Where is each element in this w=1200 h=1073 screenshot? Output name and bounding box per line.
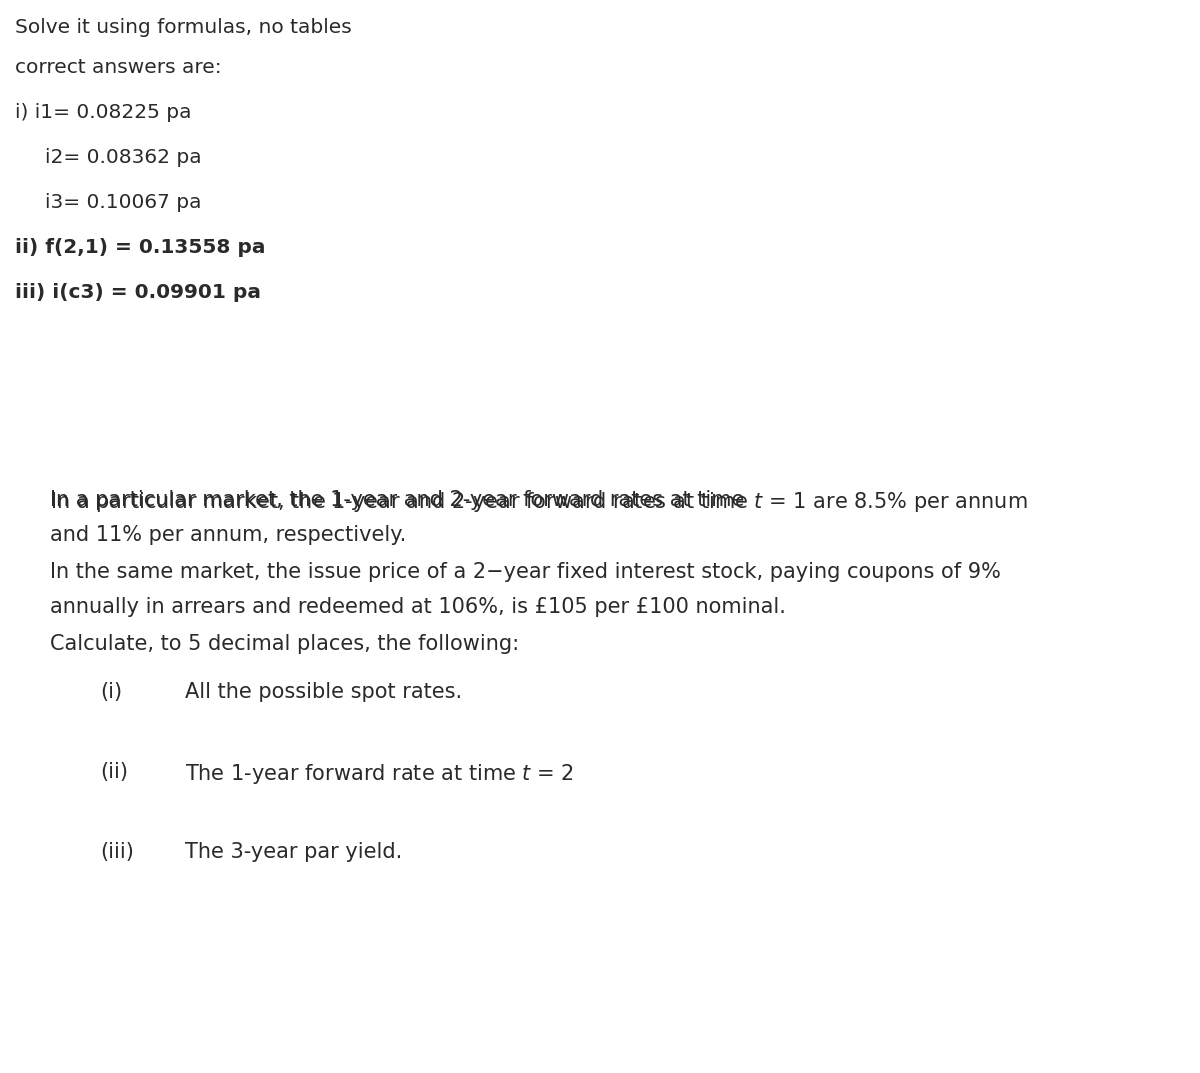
Text: Solve it using formulas, no tables: Solve it using formulas, no tables [14, 18, 352, 36]
Text: ii) f(2,1) = 0.13558 pa: ii) f(2,1) = 0.13558 pa [14, 238, 265, 258]
Text: In a particular market, the 1-year and 2-year forward rates at time t = 1 are 8.: In a particular market, the 1-year and 2… [50, 490, 1024, 510]
Text: All the possible spot rates.: All the possible spot rates. [185, 682, 462, 702]
Text: (iii): (iii) [100, 842, 134, 862]
Text: In a particular market, the 1-year and 2-year forward rates at time $t$ = 1 are : In a particular market, the 1-year and 2… [50, 490, 1027, 514]
Text: In the same market, the issue price of a 2−year fixed interest stock, paying cou: In the same market, the issue price of a… [50, 562, 1001, 582]
Text: correct answers are:: correct answers are: [14, 58, 222, 77]
Text: i2= 0.08362 pa: i2= 0.08362 pa [46, 148, 202, 167]
Text: (i): (i) [100, 682, 122, 702]
Text: i3= 0.10067 pa: i3= 0.10067 pa [46, 193, 202, 212]
Text: annually in arrears and redeemed at 106%, is £105 per £100 nominal.: annually in arrears and redeemed at 106%… [50, 597, 786, 617]
Text: The 1-year forward rate at time $t$ = 2: The 1-year forward rate at time $t$ = 2 [185, 762, 574, 787]
Text: Calculate, to 5 decimal places, the following:: Calculate, to 5 decimal places, the foll… [50, 634, 520, 655]
Text: In a particular market, the 1-year and 2-year forward rates at time: In a particular market, the 1-year and 2… [50, 490, 751, 510]
Text: iii) i(c3) = 0.09901 pa: iii) i(c3) = 0.09901 pa [14, 283, 262, 302]
Text: (ii): (ii) [100, 762, 128, 782]
Text: i) i1= 0.08225 pa: i) i1= 0.08225 pa [14, 103, 192, 122]
Text: The 3-year par yield.: The 3-year par yield. [185, 842, 402, 862]
Text: and 11% per annum, respectively.: and 11% per annum, respectively. [50, 525, 407, 545]
